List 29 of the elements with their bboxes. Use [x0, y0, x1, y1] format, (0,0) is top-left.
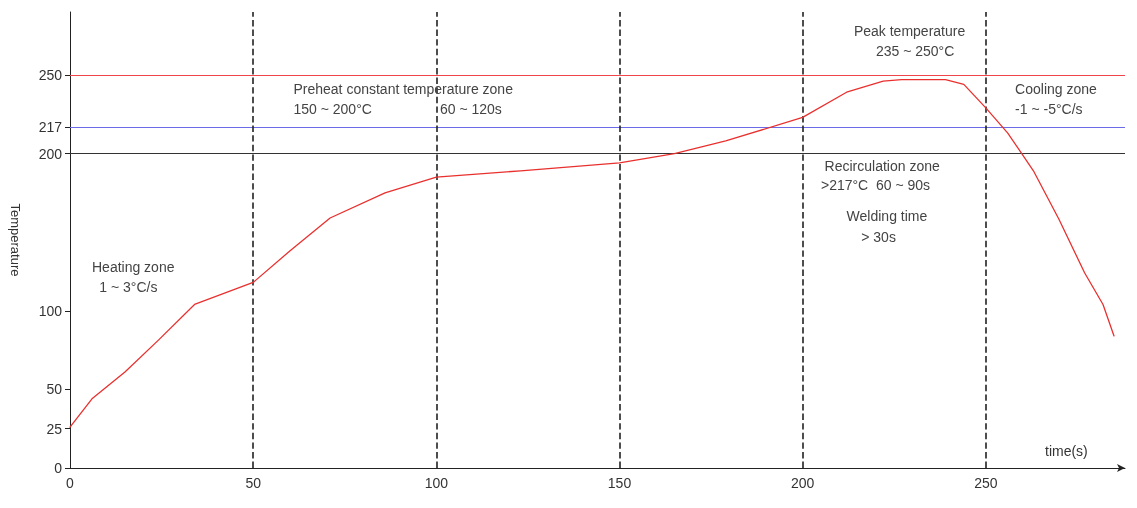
annotation: 235 ~ 250°C: [875, 43, 955, 60]
y-tick-label: 25: [46, 420, 63, 437]
annotation: Heating zone: [91, 258, 175, 275]
annotation: >217°C 60 ~ 90s: [820, 176, 931, 193]
annotation: Recirculation zone: [824, 158, 940, 175]
x-tick-label: 50: [245, 475, 262, 491]
x-tick-label: 250: [974, 475, 998, 491]
annotation: Cooling zone: [1015, 81, 1098, 98]
x-tick-label: 0: [66, 475, 75, 491]
y-tick-label: 50: [46, 381, 63, 398]
y-tick-label: 217: [38, 118, 63, 135]
annotation: 150 ~ 200°C: [293, 101, 372, 118]
y-axis-title: Temperature: [8, 203, 23, 277]
y-tick-label: 200: [38, 145, 63, 162]
annotation: -1 ~ -5°C/s: [1015, 101, 1083, 118]
annotation: Preheat constant temperature zone: [293, 81, 514, 98]
annotation: 60 ~ 120s: [439, 101, 502, 118]
annotation: > 30s: [861, 228, 896, 245]
x-tick-label: 200: [790, 475, 815, 491]
annotation: Welding time: [846, 208, 928, 225]
x-tick-label: 100: [424, 475, 449, 491]
annotation: 1 ~ 3°C/s: [99, 279, 158, 296]
annotation: Peak temperature: [853, 22, 966, 39]
x-tick-label: 150: [607, 475, 632, 491]
y-tick-label: 100: [38, 302, 63, 319]
line-series: [69, 78, 1115, 428]
y-tick-label: 0: [54, 460, 63, 476]
x-axis-title: time(s): [1045, 443, 1088, 459]
y-tick-label: 250: [38, 66, 63, 83]
